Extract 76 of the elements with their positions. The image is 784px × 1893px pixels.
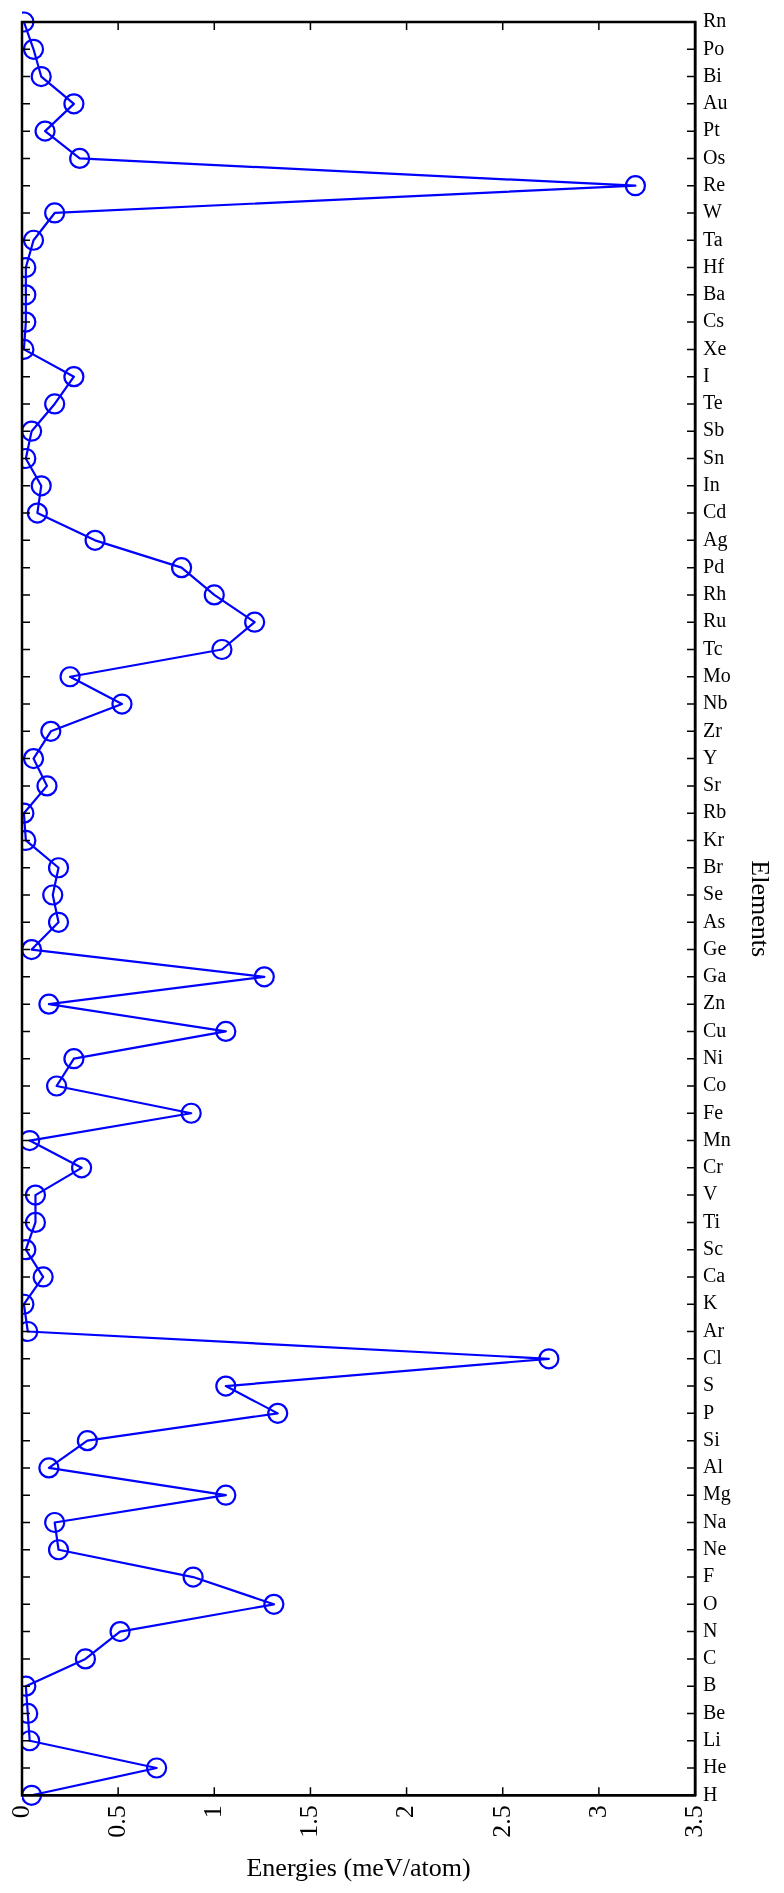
y-tick-label: P xyxy=(703,1400,715,1423)
y-tick-label: Ga xyxy=(703,964,727,987)
y-tick-label: N xyxy=(703,1618,718,1641)
y-tick-label: F xyxy=(703,1564,715,1587)
y-tick-label: S xyxy=(703,1373,715,1396)
y-tick-label: Ge xyxy=(703,936,727,959)
y-tick-label: Mo xyxy=(703,664,731,687)
y-tick-label: Sb xyxy=(703,418,725,441)
y-tick-label: Br xyxy=(703,854,724,877)
y-tick-label: In xyxy=(703,473,720,496)
y-tick-label: O xyxy=(703,1591,718,1614)
y-tick-label: Rn xyxy=(703,9,727,32)
y-tick-label: Y xyxy=(703,745,718,768)
y-tick-label: B xyxy=(703,1673,717,1696)
y-tick-label: K xyxy=(703,1291,719,1314)
y-tick-label: Po xyxy=(703,36,725,59)
y-tick-label: Fe xyxy=(703,1100,724,1123)
y-tick-label: Nb xyxy=(703,691,728,714)
y-tick-label: Se xyxy=(703,882,724,905)
y-tick-label: V xyxy=(703,1182,719,1205)
y-tick-label: Os xyxy=(703,145,726,168)
y-tick-label: Ni xyxy=(703,1045,724,1068)
y-tick-label: Ar xyxy=(703,1318,725,1341)
y-tick-label: Ag xyxy=(703,527,728,551)
x-tick-label: 1.5 xyxy=(294,1805,324,1838)
y-tick-label: Hf xyxy=(703,254,725,277)
y-tick-label: Rh xyxy=(703,582,727,605)
y-tick-label: Zn xyxy=(703,991,726,1014)
y-tick-label: Co xyxy=(703,1073,727,1096)
x-tick-label: 2.5 xyxy=(486,1805,516,1838)
x-tick-label: 0.5 xyxy=(101,1805,131,1838)
x-tick-label: 3 xyxy=(582,1805,612,1819)
y-tick-label: Zr xyxy=(703,718,723,741)
y-tick-label: Ti xyxy=(703,1209,721,1232)
y-tick-label: Ta xyxy=(703,227,723,250)
y-tick-label: I xyxy=(703,363,710,386)
y-tick-label: Ru xyxy=(703,609,727,632)
y-tick-label: Ca xyxy=(703,1264,726,1287)
y-tick-label: Al xyxy=(703,1455,724,1478)
y-tick-label: Re xyxy=(703,172,726,195)
y-tick-label: Bi xyxy=(703,63,723,86)
y-tick-label: He xyxy=(703,1755,727,1778)
y-tick-label: Ne xyxy=(703,1537,727,1560)
y-tick-label: Na xyxy=(703,1509,727,1532)
y-tick-label: Sn xyxy=(703,445,725,468)
x-axis-title: Energies (meV/atom) xyxy=(246,1853,471,1883)
y-tick-label: Pd xyxy=(703,554,725,577)
y-tick-label: Cd xyxy=(703,500,727,523)
y-tick-label: W xyxy=(703,200,723,223)
y-tick-label: Li xyxy=(703,1727,722,1750)
y-tick-label: Kr xyxy=(703,827,725,850)
y-tick-label: Be xyxy=(703,1700,726,1723)
y-tick-label: Xe xyxy=(703,336,727,359)
y-tick-label: Ba xyxy=(703,282,726,305)
x-tick-label: 1 xyxy=(198,1805,228,1819)
y-tick-label: Cl xyxy=(703,1346,723,1369)
y-tick-label: Cs xyxy=(703,309,725,332)
y-tick-label: C xyxy=(703,1646,717,1669)
y-tick-label: Cu xyxy=(703,1018,727,1041)
y-tick-label: Sr xyxy=(703,773,722,796)
y-tick-label: Au xyxy=(703,91,728,114)
y-tick-label: Tc xyxy=(703,636,723,659)
y-tick-label: Si xyxy=(703,1427,721,1450)
y-tick-label: H xyxy=(703,1782,718,1805)
y-tick-label: Mn xyxy=(703,1127,731,1150)
x-tick-label: 0 xyxy=(5,1805,35,1819)
y-axis-title: Elements xyxy=(745,860,775,958)
y-tick-label: Cr xyxy=(703,1155,724,1178)
y-tick-label: Pt xyxy=(703,118,721,141)
x-tick-label: 2 xyxy=(390,1805,420,1819)
x-tick-label: 3.5 xyxy=(678,1805,708,1838)
y-tick-label: Te xyxy=(703,391,723,414)
y-tick-label: Rb xyxy=(703,800,727,823)
y-tick-label: As xyxy=(703,909,726,932)
y-tick-label: Sc xyxy=(703,1236,724,1259)
y-tick-label: Mg xyxy=(703,1482,731,1506)
